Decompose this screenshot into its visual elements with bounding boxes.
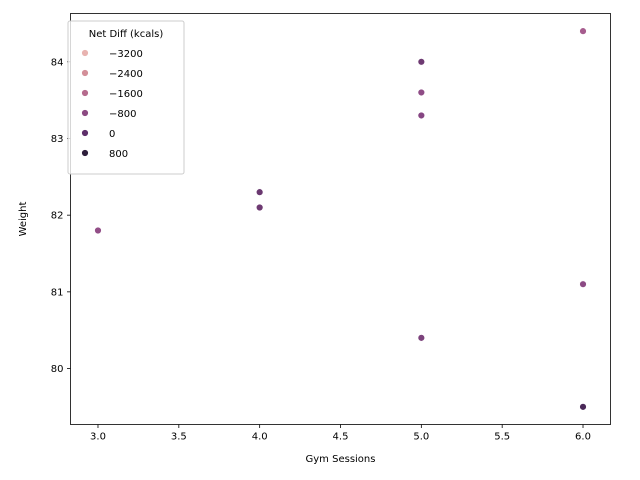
x-tick-label: 3.5 bbox=[171, 432, 187, 443]
y-tick-label: 82 bbox=[51, 211, 64, 222]
data-point bbox=[417, 88, 426, 97]
x-tick-label: 5.0 bbox=[413, 432, 429, 443]
data-points bbox=[94, 27, 587, 411]
data-point bbox=[255, 188, 264, 196]
legend-label: −3200 bbox=[109, 49, 143, 60]
x-tick-label: 5.5 bbox=[494, 432, 510, 443]
legend-box bbox=[67, 20, 185, 175]
legend-label: −1600 bbox=[109, 89, 143, 100]
legend-label: −800 bbox=[109, 109, 136, 120]
legend-marker bbox=[81, 69, 89, 77]
data-point bbox=[579, 27, 587, 35]
x-axis-label: Gym Sessions bbox=[306, 454, 376, 465]
legend-marker bbox=[81, 129, 89, 137]
x-tick-label: 3.0 bbox=[90, 432, 106, 443]
legend-label: −2400 bbox=[109, 69, 143, 80]
y-tick-label: 80 bbox=[51, 364, 64, 375]
x-tick-label: 4.0 bbox=[252, 432, 268, 443]
legend-title: Net Diff (kcals) bbox=[89, 29, 164, 40]
legend: Net Diff (kcals) −3200 −2400 −1600 −800 0 800 bbox=[67, 20, 185, 175]
legend-label: 0 bbox=[109, 129, 115, 140]
legend-marker bbox=[81, 49, 89, 57]
legend-label: 800 bbox=[109, 149, 128, 160]
x-axis-ticks: 3.0 3.5 4.0 4.5 5.0 5.5 6.0 bbox=[90, 424, 591, 443]
x-tick-label: 6.0 bbox=[575, 432, 591, 443]
y-tick-label: 83 bbox=[51, 134, 64, 145]
data-point bbox=[417, 111, 426, 120]
legend-entries: −3200 −2400 −1600 −800 0 800 bbox=[81, 49, 143, 160]
y-tick-label: 84 bbox=[51, 57, 64, 68]
data-point bbox=[417, 58, 426, 66]
data-point bbox=[579, 280, 587, 288]
legend-marker bbox=[81, 109, 89, 117]
data-point bbox=[417, 334, 426, 342]
legend-marker bbox=[81, 149, 89, 157]
plot-area-frame bbox=[70, 13, 611, 425]
x-tick-label: 4.5 bbox=[333, 432, 349, 443]
data-point bbox=[94, 226, 102, 235]
legend-marker bbox=[81, 89, 89, 97]
data-point bbox=[579, 403, 587, 411]
data-point bbox=[255, 203, 264, 212]
y-axis-label: Weight bbox=[18, 202, 29, 237]
y-tick-label: 81 bbox=[51, 287, 64, 298]
